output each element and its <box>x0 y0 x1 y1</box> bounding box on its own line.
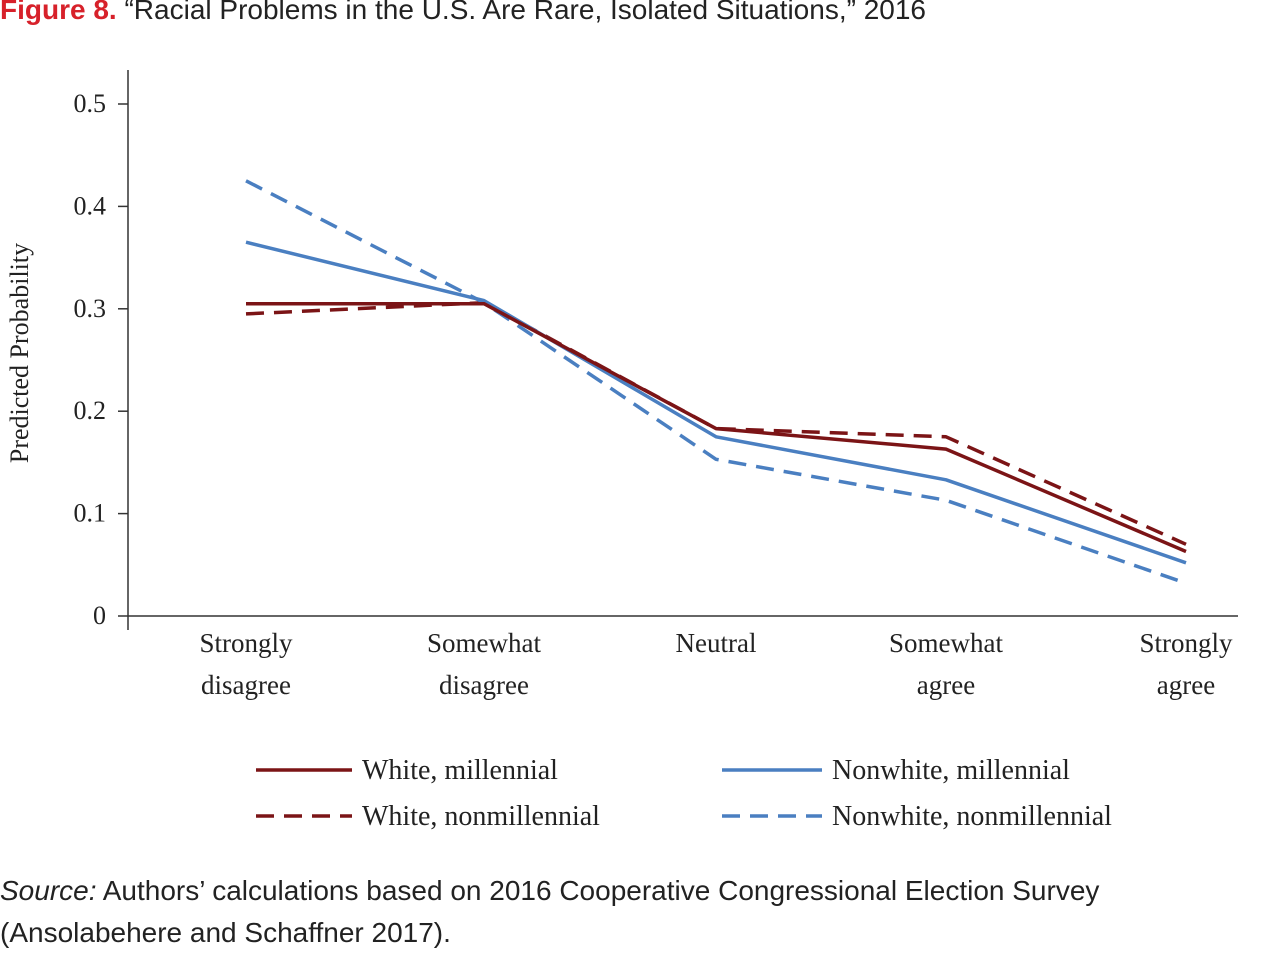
series-line-nonwhite-nonmillennial <box>245 179 1187 585</box>
figure-title-text: “Racial Problems in the U.S. Are Rare, I… <box>124 0 926 25</box>
figure-title: Figure 8. “Racial Problems in the U.S. A… <box>0 0 1280 26</box>
source-note: Source: Authors’ calculations based on 2… <box>0 870 1280 954</box>
line-chart: 0 0.1 0.2 0.3 0.4 0.5 Predicted Probability Str… <box>5 70 1238 832</box>
y-tick-label: 0.4 <box>74 191 107 220</box>
legend-label: White, millennial <box>362 755 558 786</box>
x-tick-label: Somewhat disagree <box>427 628 541 700</box>
legend-label: Nonwhite, millennial <box>832 755 1070 786</box>
x-tick-label: Strongly disagree <box>199 628 293 700</box>
source-label: Source: <box>0 875 97 906</box>
series-line-white-nonmillennial <box>245 300 1187 546</box>
y-tick-label: 0.3 <box>74 294 107 323</box>
y-tick-label: 0 <box>93 601 106 630</box>
y-tick-label: 0.2 <box>74 396 107 425</box>
x-tick-label: Strongly agree <box>1139 628 1233 700</box>
series-line-white-millennial <box>246 301 1187 554</box>
series-line-nonwhite-millennial <box>245 240 1187 565</box>
figure-label: Figure 8. <box>0 0 117 25</box>
y-axis-label: Predicted Probability <box>5 243 34 463</box>
x-tick-label: Somewhat agree <box>889 628 1003 700</box>
legend-label: White, nonmillennial <box>362 801 600 832</box>
y-tick-label: 0.1 <box>74 499 107 528</box>
x-tick-label: Neutral <box>676 628 757 658</box>
source-line-2: (Ansolabehere and Schaffner 2017). <box>0 917 451 948</box>
legend-label: Nonwhite, nonmillennial <box>832 801 1112 832</box>
y-tick-label: 0.5 <box>74 89 107 118</box>
source-line-1: Authors’ calculations based on 2016 Coop… <box>102 875 1100 906</box>
